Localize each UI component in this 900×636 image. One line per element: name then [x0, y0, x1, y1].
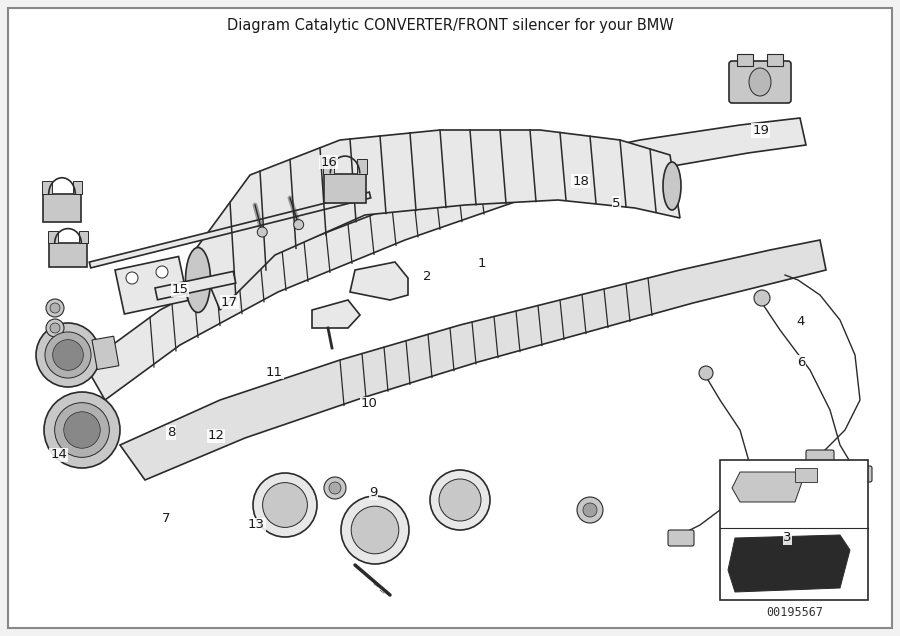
Circle shape — [293, 219, 303, 230]
Circle shape — [699, 366, 713, 380]
Text: 13: 13 — [248, 518, 265, 531]
Bar — [42, 181, 51, 194]
Bar — [73, 181, 82, 194]
Bar — [323, 159, 334, 174]
Text: 3: 3 — [783, 531, 792, 544]
Bar — [115, 256, 188, 314]
Text: 11: 11 — [266, 366, 283, 378]
Circle shape — [430, 470, 490, 530]
Circle shape — [257, 227, 267, 237]
Bar — [78, 231, 88, 243]
Bar — [356, 159, 367, 174]
Text: 00195567: 00195567 — [767, 605, 824, 618]
Text: Diagram Catalytic CONVERTER/FRONT silencer for your BMW: Diagram Catalytic CONVERTER/FRONT silenc… — [227, 18, 673, 33]
FancyBboxPatch shape — [668, 530, 694, 546]
Ellipse shape — [663, 162, 681, 210]
Circle shape — [253, 473, 317, 537]
Circle shape — [754, 290, 770, 306]
Circle shape — [341, 496, 409, 564]
Text: 19: 19 — [752, 124, 769, 137]
Circle shape — [50, 323, 60, 333]
Circle shape — [439, 479, 481, 521]
Circle shape — [50, 303, 60, 313]
Text: 14: 14 — [50, 448, 67, 461]
Circle shape — [46, 299, 64, 317]
FancyBboxPatch shape — [806, 450, 834, 468]
Circle shape — [351, 506, 399, 554]
Polygon shape — [85, 118, 806, 400]
Circle shape — [329, 482, 341, 494]
Text: 5: 5 — [612, 197, 621, 210]
Bar — [737, 54, 753, 66]
Circle shape — [44, 392, 120, 468]
Bar — [767, 54, 783, 66]
Text: 12: 12 — [208, 429, 224, 442]
Text: 10: 10 — [361, 398, 377, 410]
Text: 7: 7 — [162, 512, 171, 525]
Circle shape — [36, 323, 100, 387]
Text: 16: 16 — [320, 156, 337, 169]
Circle shape — [263, 483, 308, 527]
Text: 18: 18 — [572, 175, 589, 188]
Bar — [324, 174, 366, 202]
Polygon shape — [728, 535, 850, 592]
Bar — [49, 243, 87, 267]
Polygon shape — [120, 240, 826, 480]
Polygon shape — [732, 472, 802, 502]
Bar — [49, 231, 58, 243]
Text: 9: 9 — [369, 487, 378, 499]
Circle shape — [46, 319, 64, 337]
Polygon shape — [312, 300, 360, 328]
Polygon shape — [195, 130, 680, 310]
Text: 4: 4 — [796, 315, 806, 328]
Bar — [795, 468, 817, 482]
Text: 2: 2 — [423, 270, 432, 283]
Bar — [155, 272, 236, 300]
Ellipse shape — [185, 247, 211, 312]
Text: 6: 6 — [796, 356, 806, 369]
Text: 17: 17 — [221, 296, 238, 308]
Bar — [720, 460, 868, 600]
FancyBboxPatch shape — [846, 466, 872, 482]
Circle shape — [55, 403, 110, 457]
Polygon shape — [350, 262, 408, 300]
Bar — [43, 194, 81, 222]
FancyArrow shape — [89, 192, 371, 268]
Bar — [92, 336, 119, 370]
Text: 15: 15 — [172, 283, 188, 296]
Text: 1: 1 — [477, 258, 486, 270]
Circle shape — [126, 272, 138, 284]
Ellipse shape — [749, 68, 771, 96]
Text: 8: 8 — [166, 426, 176, 439]
Circle shape — [45, 332, 91, 378]
Circle shape — [324, 477, 346, 499]
Circle shape — [64, 411, 100, 448]
FancyBboxPatch shape — [729, 61, 791, 103]
Circle shape — [52, 340, 84, 370]
Circle shape — [156, 266, 168, 278]
Circle shape — [577, 497, 603, 523]
Circle shape — [583, 503, 597, 517]
